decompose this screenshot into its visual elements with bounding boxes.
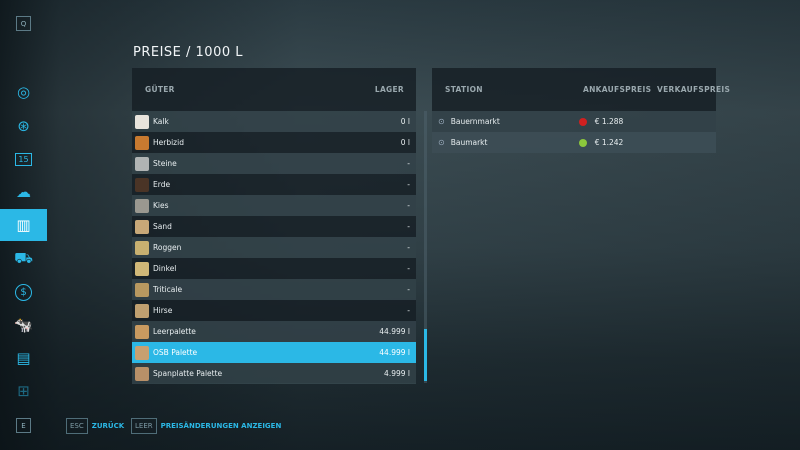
page-title: PREISE / 1000 L	[133, 45, 243, 60]
show-price-changes-button[interactable]: LEER PREISÄNDERUNGEN ANZEIGEN	[131, 418, 281, 434]
animals-cow-icon[interactable]: 🐄	[14, 316, 33, 334]
column-header-storage: LAGER	[374, 85, 404, 94]
station-price: € 1.242	[594, 138, 624, 147]
goods-name: Roggen	[153, 243, 182, 252]
goods-icon	[135, 366, 149, 381]
goods-icon	[135, 261, 149, 276]
goods-row[interactable]: Kies -	[132, 195, 416, 216]
goods-icon	[135, 282, 149, 297]
column-header-buy-price: ANKAUFSPREIS	[583, 85, 652, 94]
goods-row[interactable]: Triticale -	[132, 279, 416, 300]
goods-icon	[135, 303, 149, 318]
weather-icon[interactable]: ☁	[16, 183, 31, 201]
calendar-icon[interactable]: 15	[0, 143, 47, 175]
goods-storage: -	[407, 306, 410, 315]
goods-row[interactable]: Roggen -	[132, 237, 416, 258]
tractor-icon[interactable]: ⛟	[14, 249, 33, 267]
show-price-changes-label: PREISÄNDERUNGEN ANZEIGEN	[160, 422, 282, 430]
steering-wheel-icon[interactable]: ⊛	[17, 117, 30, 135]
goods-storage: -	[407, 264, 410, 273]
goods-icon	[135, 135, 149, 150]
goods-name: Triticale	[153, 285, 183, 294]
goods-storage: 44.999 l	[379, 348, 410, 357]
goods-row[interactable]: Steine -	[132, 153, 416, 174]
goods-icon	[135, 198, 149, 213]
goods-row[interactable]: OSB Palette 44.999 l	[132, 342, 416, 363]
back-button[interactable]: ESC ZURÜCK	[66, 418, 124, 434]
goods-storage: -	[407, 222, 410, 231]
goods-row[interactable]: Kalk 0 l	[132, 111, 416, 132]
goods-storage: 0 l	[400, 138, 410, 147]
goods-table: GÜTER LAGER Kalk 0 l Herbizid 0 l Steine - Erd…	[132, 68, 416, 384]
goods-row[interactable]: Sand -	[132, 216, 416, 237]
goods-row[interactable]: Herbizid 0 l	[132, 132, 416, 153]
column-header-station: STATION	[445, 85, 483, 94]
goods-icon	[135, 219, 149, 234]
goods-icon	[135, 345, 149, 360]
goods-name: Hirse	[153, 306, 173, 315]
goods-row[interactable]: Dinkel -	[132, 258, 416, 279]
goods-name: Spanplatte Palette	[153, 369, 223, 378]
goods-storage: -	[407, 180, 410, 189]
goods-name: Herbizid	[153, 138, 184, 147]
goods-name: Leerpalette	[153, 327, 196, 336]
goods-name: Kies	[153, 201, 169, 210]
esc-key-hint: ESC	[66, 418, 88, 434]
goods-storage: 0 l	[400, 117, 410, 126]
goods-icon	[135, 156, 149, 171]
station-price: € 1.288	[594, 117, 624, 126]
globe-map-icon[interactable]: ◎	[16, 83, 31, 101]
goods-storage: -	[407, 159, 410, 168]
goods-storage: -	[407, 285, 410, 294]
prices-chart-icon[interactable]: ▥	[0, 209, 47, 241]
trend-down-icon	[578, 117, 587, 126]
goods-icon	[135, 177, 149, 192]
goods-storage: 44.999 l	[379, 327, 410, 336]
goods-name: Steine	[153, 159, 177, 168]
key-e-hint: E	[16, 418, 31, 433]
goods-row[interactable]: Erde -	[132, 174, 416, 195]
goods-name: OSB Palette	[153, 348, 198, 357]
column-header-sell-price: VERKAUFSPREIS	[657, 85, 731, 94]
station-row[interactable]: ⊙ Baumarkt € 1.242	[432, 132, 716, 153]
station-name: Baumarkt	[450, 138, 488, 147]
goods-row[interactable]: Spanplatte Palette 4.999 l	[132, 363, 416, 384]
goods-scrollbar[interactable]	[424, 111, 427, 383]
station-target-icon[interactable]: ⊙	[438, 138, 445, 147]
goods-name: Kalk	[153, 117, 169, 126]
column-header-goods: GÜTER	[145, 85, 175, 94]
sidebar: Q ◎ ⊛ 15 ☁ ▥ ⛟ $ 🐄 ▤ ⊞ E	[0, 0, 48, 450]
space-key-hint: LEER	[131, 418, 157, 434]
key-q-hint: Q	[16, 16, 31, 31]
stations-table: STATION ANKAUFSPREIS VERKAUFSPREIS ⊙ Baue…	[432, 68, 730, 153]
goods-name: Dinkel	[153, 264, 177, 273]
goods-name: Erde	[153, 180, 171, 189]
goods-name: Sand	[153, 222, 172, 231]
back-label: ZURÜCK	[91, 422, 125, 430]
goods-row[interactable]: Hirse -	[132, 300, 416, 321]
goods-storage: 4.999 l	[384, 369, 410, 378]
contracts-icon[interactable]: ▤	[16, 349, 31, 367]
station-target-icon[interactable]: ⊙	[438, 117, 445, 126]
goods-storage: -	[407, 201, 410, 210]
station-name: Bauernmarkt	[450, 117, 500, 126]
goods-row[interactable]: Leerpalette 44.999 l	[132, 321, 416, 342]
goods-icon	[135, 114, 149, 129]
station-row[interactable]: ⊙ Bauernmarkt € 1.288	[432, 111, 716, 132]
trend-up-icon	[578, 138, 587, 147]
goods-icon	[135, 324, 149, 339]
goods-icon	[135, 240, 149, 255]
goods-storage: -	[407, 243, 410, 252]
production-icon[interactable]: ⊞	[17, 382, 30, 400]
finance-dollar-icon[interactable]: $	[0, 276, 47, 308]
scrollbar-thumb[interactable]	[424, 329, 427, 381]
